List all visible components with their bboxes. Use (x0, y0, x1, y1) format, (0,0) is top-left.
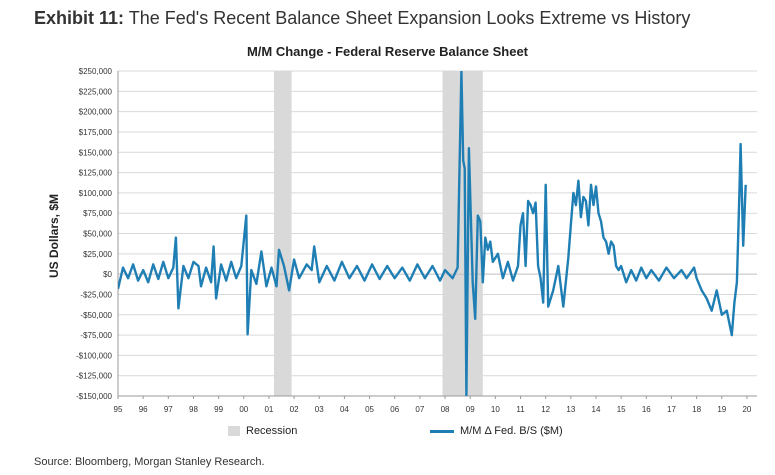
y-tick-label: -$75,000 (80, 331, 112, 340)
series-swatch (430, 429, 454, 433)
x-tick-label: 05 (365, 405, 374, 414)
y-tick-label: -$25,000 (80, 290, 112, 299)
y-tick-label: -$50,000 (80, 311, 112, 320)
legend-series: M/M Δ Fed. B/S ($M) (430, 425, 563, 437)
x-tick-label: 07 (415, 405, 424, 414)
x-tick-label: 14 (592, 405, 601, 414)
y-tick-label: $75,000 (83, 209, 112, 218)
legend-recession: Recession (228, 425, 297, 437)
exhibit-number: Exhibit 11: (34, 8, 125, 28)
x-tick-label: 18 (692, 405, 701, 414)
x-tick-label: 10 (491, 405, 500, 414)
y-tick-label: -$100,000 (76, 351, 113, 360)
y-tick-label: $175,000 (79, 128, 113, 137)
x-tick-label: 97 (164, 405, 173, 414)
exhibit-heading: Exhibit 11: The Fed's Recent Balance She… (34, 8, 690, 29)
y-tick-label: $250,000 (79, 67, 113, 76)
x-tick-label: 20 (742, 405, 751, 414)
x-tick-label: 00 (239, 405, 248, 414)
exhibit-title: The Fed's Recent Balance Sheet Expansion… (128, 8, 691, 28)
x-tick-label: 13 (566, 405, 575, 414)
y-tick-label: $150,000 (79, 148, 113, 157)
y-tick-label: $225,000 (79, 87, 113, 96)
x-tick-label: 03 (315, 405, 324, 414)
x-tick-label: 01 (264, 405, 273, 414)
y-tick-label: $25,000 (83, 250, 112, 259)
y-tick-label: -$150,000 (76, 392, 113, 401)
x-tick-label: 95 (114, 405, 123, 414)
x-tick-label: 08 (441, 405, 450, 414)
y-tick-label: $0 (103, 270, 112, 279)
legend-recession-label: Recession (246, 425, 298, 437)
x-tick-label: 11 (516, 405, 525, 414)
x-tick-label: 17 (667, 405, 676, 414)
y-tick-label: $50,000 (83, 230, 112, 239)
x-tick-label: 06 (390, 405, 399, 414)
y-tick-label: $125,000 (79, 169, 113, 178)
y-tick-label: $100,000 (79, 189, 113, 198)
x-tick-label: 15 (617, 405, 626, 414)
recession-swatch (228, 426, 240, 436)
x-tick-label: 12 (541, 405, 550, 414)
chart-title: M/M Change - Federal Reserve Balance She… (246, 44, 529, 59)
x-tick-label: 02 (290, 405, 299, 414)
y-tick-label: $200,000 (79, 108, 113, 117)
x-tick-label: 04 (340, 405, 349, 414)
y-tick-label: -$125,000 (76, 372, 113, 381)
source-note: Source: Bloomberg, Morgan Stanley Resear… (34, 456, 265, 468)
series-line-0 (118, 71, 747, 396)
x-tick-label: 16 (642, 405, 651, 414)
x-tick-label: 96 (139, 405, 148, 414)
x-tick-label: 19 (717, 405, 726, 414)
x-tick-label: 09 (466, 405, 475, 414)
legend-series-label: M/M Δ Fed. B/S ($M) (460, 425, 563, 437)
x-tick-label: 98 (189, 405, 198, 414)
x-tick-label: 99 (214, 405, 223, 414)
